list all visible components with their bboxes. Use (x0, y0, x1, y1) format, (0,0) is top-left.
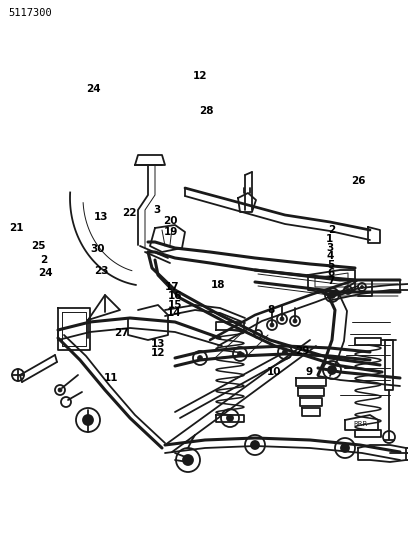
Text: 19: 19 (164, 227, 179, 237)
Text: 7: 7 (328, 277, 335, 286)
Circle shape (270, 323, 274, 327)
Circle shape (251, 441, 259, 449)
Text: 17: 17 (165, 282, 180, 292)
Circle shape (293, 319, 297, 323)
Circle shape (361, 286, 364, 288)
Circle shape (328, 366, 336, 374)
Text: 16: 16 (167, 291, 182, 301)
Circle shape (227, 415, 233, 421)
Circle shape (83, 415, 93, 425)
Text: 23: 23 (94, 266, 109, 276)
Text: 24: 24 (86, 84, 100, 94)
Text: 22: 22 (122, 208, 136, 218)
Text: 1: 1 (326, 234, 333, 244)
Text: 2: 2 (40, 255, 48, 265)
Text: 24: 24 (38, 268, 53, 278)
Text: 8: 8 (268, 305, 275, 315)
Text: 10: 10 (267, 367, 282, 377)
Circle shape (346, 288, 350, 292)
Text: 4: 4 (327, 251, 334, 261)
Text: 26: 26 (351, 176, 366, 186)
Text: 25: 25 (31, 241, 46, 251)
Circle shape (282, 350, 288, 354)
Circle shape (58, 388, 62, 392)
Text: RRR: RRR (354, 421, 368, 427)
Text: 6: 6 (328, 268, 335, 278)
Circle shape (280, 317, 284, 321)
Text: 29: 29 (295, 346, 310, 356)
Circle shape (183, 455, 193, 465)
Text: 21: 21 (9, 223, 24, 233)
Text: 18: 18 (211, 280, 226, 290)
Text: 2: 2 (328, 225, 335, 235)
Text: 3: 3 (153, 205, 160, 215)
Text: 13: 13 (151, 339, 166, 349)
Text: 12: 12 (193, 71, 207, 80)
Text: 3: 3 (326, 243, 333, 253)
Text: 28: 28 (199, 106, 213, 116)
Text: 5: 5 (327, 260, 334, 270)
Text: 12: 12 (151, 348, 166, 358)
Text: 30: 30 (90, 245, 104, 254)
Text: 13: 13 (94, 213, 109, 222)
Text: 14: 14 (167, 309, 182, 318)
Text: 11: 11 (104, 374, 118, 383)
Text: 15: 15 (167, 300, 182, 310)
Text: 5117300: 5117300 (8, 8, 52, 18)
Circle shape (237, 351, 242, 357)
Circle shape (197, 356, 202, 360)
Text: 20: 20 (163, 216, 178, 226)
Text: 27: 27 (114, 328, 129, 338)
Circle shape (329, 292, 335, 298)
Circle shape (341, 444, 349, 452)
Text: 9: 9 (306, 367, 313, 377)
